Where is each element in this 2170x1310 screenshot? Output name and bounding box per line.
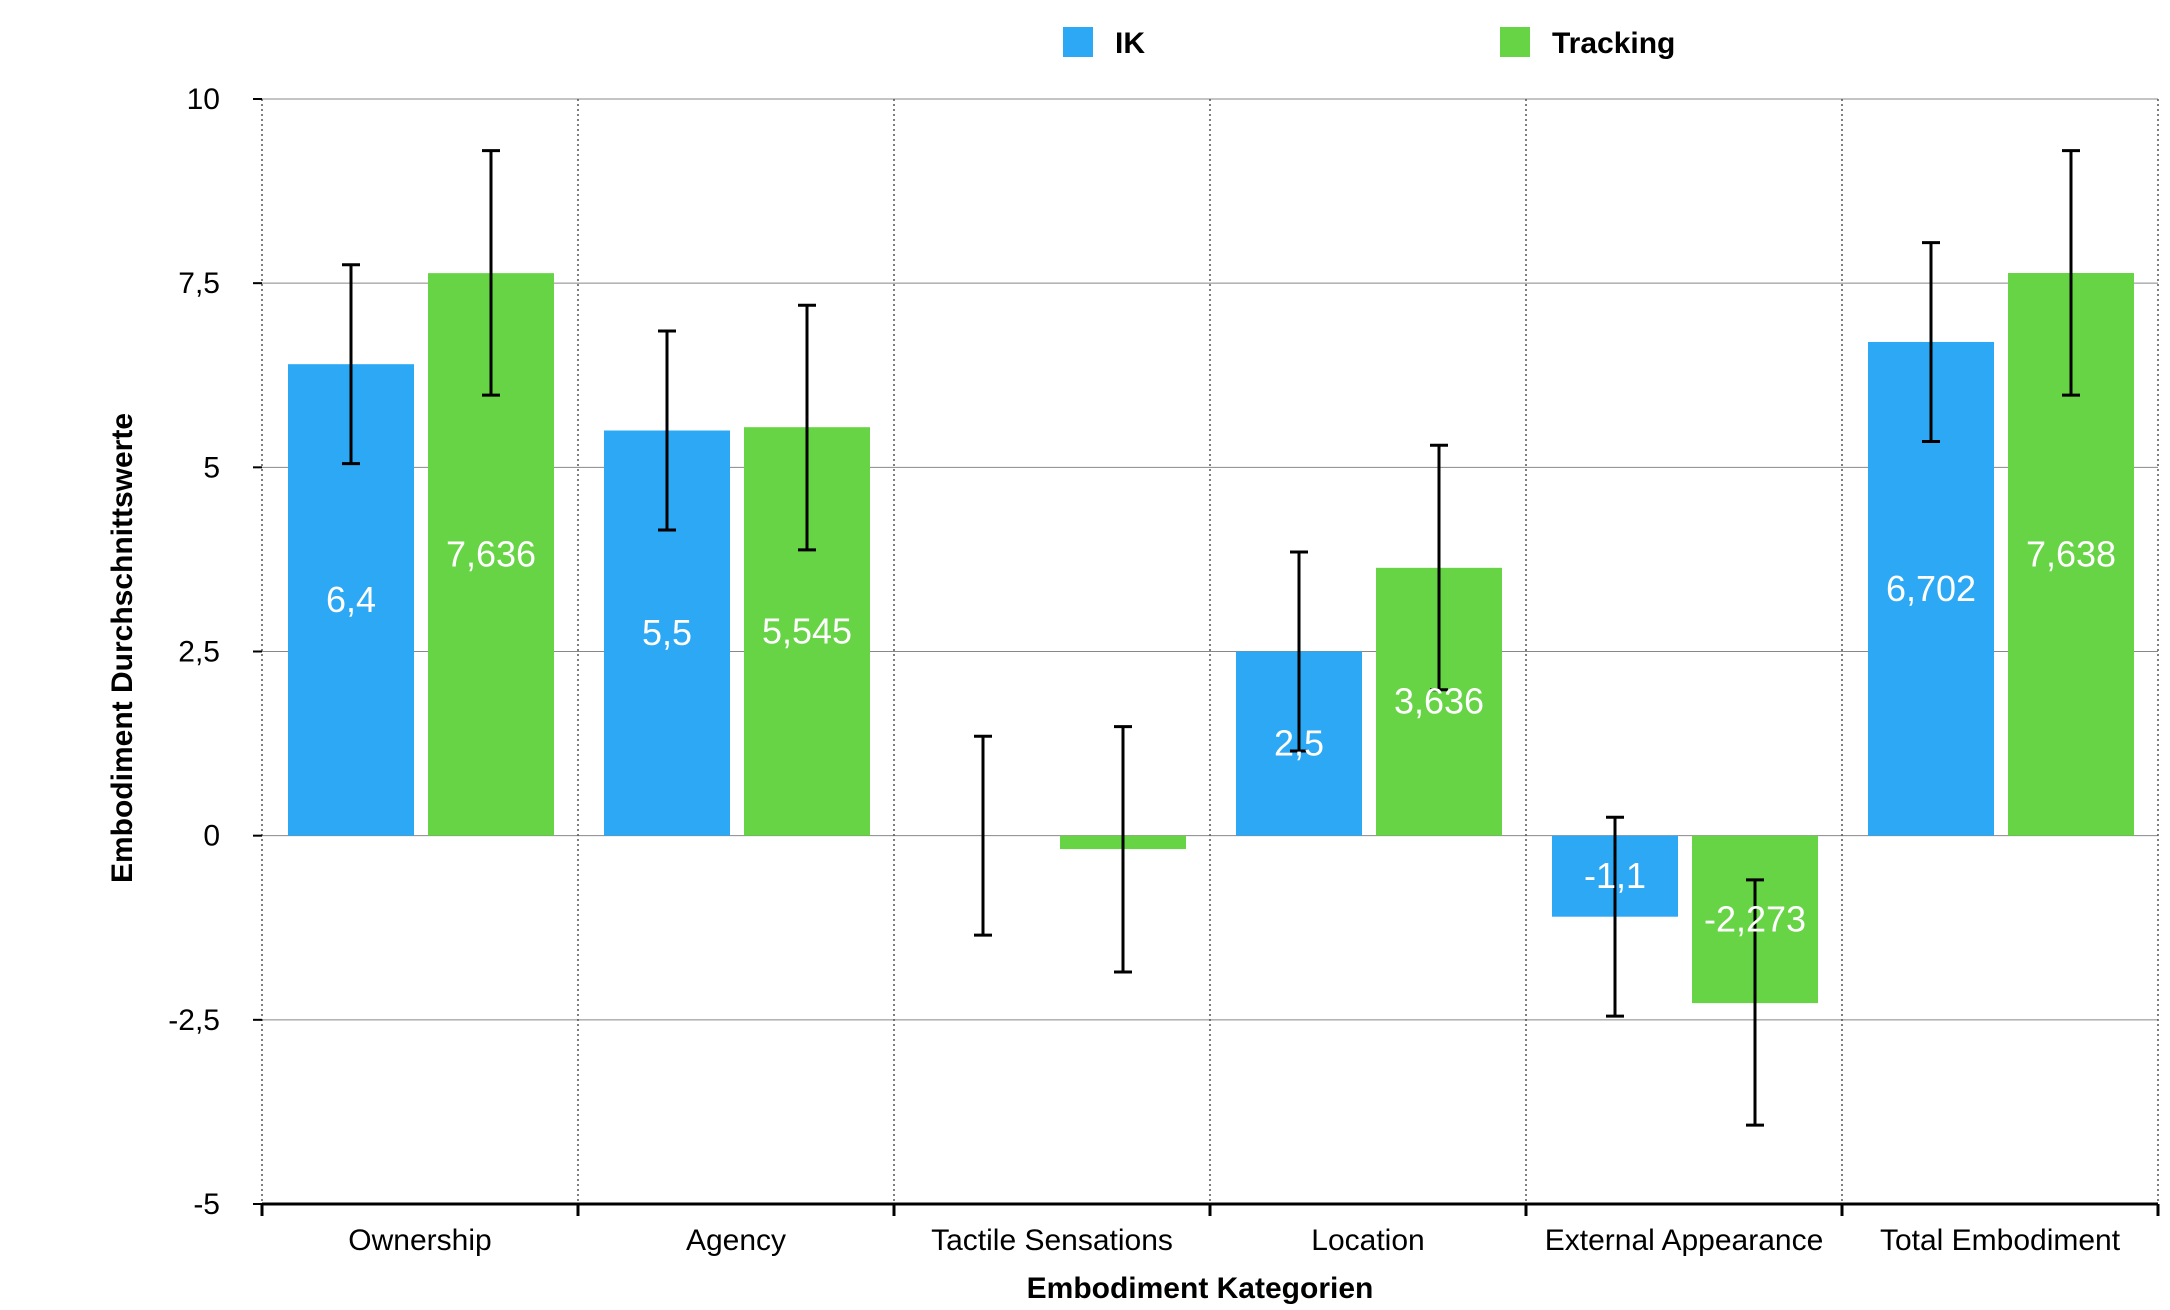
x-axis-title: Embodiment Kategorien xyxy=(1027,1272,1374,1305)
data-label: 2,5 xyxy=(1274,723,1324,764)
data-label: 7,636 xyxy=(446,533,536,574)
y-tick-label: 5 xyxy=(203,451,220,484)
bars xyxy=(288,273,2134,1004)
x-tick-label: Location xyxy=(1311,1224,1424,1257)
legend-label: Tracking xyxy=(1552,27,1675,60)
data-label: -2,273 xyxy=(1704,898,1806,939)
y-tick-label: -5 xyxy=(193,1188,220,1221)
y-tick-label: 7,5 xyxy=(178,267,220,300)
axes: 10 7,5 5 2,5 0 -2,5 -5 Ownership Agency Tactile S… xyxy=(168,83,2160,1257)
x-tick-label: External Appearance xyxy=(1545,1224,1824,1257)
y-tick-label: 2,5 xyxy=(178,636,220,669)
y-tick-label: 0 xyxy=(203,820,220,853)
data-label: 7,638 xyxy=(2026,533,2116,574)
y-axis-title: Embodiment Durchschnittswerte xyxy=(106,413,139,883)
y-tick-label: -2,5 xyxy=(168,1004,220,1037)
legend-swatch-tracking xyxy=(1500,27,1530,57)
data-label: 3,636 xyxy=(1394,681,1484,722)
legend-swatch-ik xyxy=(1063,27,1093,57)
legend-label: IK xyxy=(1115,27,1145,60)
x-tick-label: Tactile Sensations xyxy=(931,1224,1173,1257)
data-label: 5,5 xyxy=(642,612,692,653)
error-bars xyxy=(342,149,2080,1127)
value-labels: 6,4 5,5 2,5 -1,1 6,702 7,636 5,545 3,636 -2,273 7… xyxy=(326,533,2116,939)
x-tick-label: Total Embodiment xyxy=(1880,1224,2121,1257)
y-tick-label: 10 xyxy=(187,83,220,116)
legend: IK Tracking xyxy=(1063,27,1675,60)
data-label: 5,545 xyxy=(762,610,852,651)
data-label: 6,702 xyxy=(1886,568,1976,609)
x-tick-label: Agency xyxy=(686,1224,786,1257)
data-label: -1,1 xyxy=(1584,855,1646,896)
x-tick-label: Ownership xyxy=(348,1224,491,1257)
data-label: 6,4 xyxy=(326,579,376,620)
